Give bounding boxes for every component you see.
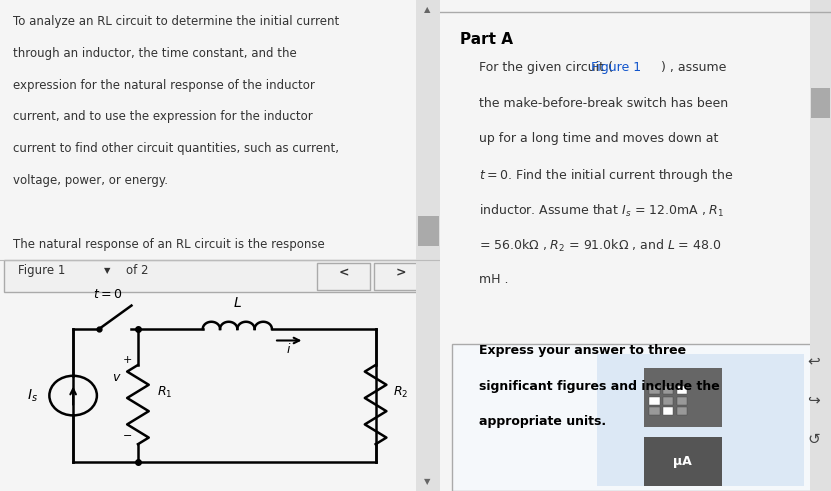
FancyBboxPatch shape — [4, 260, 431, 292]
Text: $t=0$: $t=0$ — [93, 288, 122, 301]
FancyBboxPatch shape — [649, 386, 660, 394]
FancyBboxPatch shape — [374, 263, 427, 290]
FancyBboxPatch shape — [317, 263, 370, 290]
Text: For the given circuit (: For the given circuit ( — [479, 61, 613, 74]
Text: through an inductor, the time constant, and the: through an inductor, the time constant, … — [13, 47, 297, 59]
FancyBboxPatch shape — [649, 397, 660, 405]
Text: Figure 1: Figure 1 — [17, 264, 65, 276]
Text: ↺: ↺ — [807, 432, 820, 447]
FancyBboxPatch shape — [809, 0, 831, 491]
FancyBboxPatch shape — [663, 386, 673, 394]
Text: significant figures and include the: significant figures and include the — [479, 380, 720, 392]
Text: the make-before-break switch has been: the make-before-break switch has been — [479, 97, 729, 109]
Text: $i$: $i$ — [287, 342, 292, 356]
Text: inductor. Assume that $I_s$ = 12.0mA , $R_1$: inductor. Assume that $I_s$ = 12.0mA , $… — [479, 203, 725, 219]
Text: $I_s$: $I_s$ — [27, 387, 37, 404]
FancyBboxPatch shape — [417, 216, 439, 246]
Text: appropriate units.: appropriate units. — [479, 415, 607, 428]
Text: mH .: mH . — [479, 273, 509, 286]
Text: $R_2$: $R_2$ — [393, 384, 408, 400]
FancyBboxPatch shape — [676, 386, 687, 394]
Text: $-$: $-$ — [122, 429, 132, 439]
Text: expression for the natural response of the inductor: expression for the natural response of t… — [13, 79, 315, 91]
Text: current to find other circuit quantities, such as current,: current to find other circuit quantities… — [13, 142, 339, 155]
Text: ↩: ↩ — [807, 354, 820, 368]
Text: of 2: of 2 — [125, 264, 148, 276]
FancyBboxPatch shape — [643, 368, 721, 427]
Text: ↪: ↪ — [807, 393, 820, 408]
FancyBboxPatch shape — [452, 344, 815, 491]
Text: Part A: Part A — [460, 32, 513, 47]
FancyBboxPatch shape — [663, 407, 673, 415]
FancyBboxPatch shape — [416, 0, 440, 491]
Text: >: > — [396, 266, 406, 279]
FancyBboxPatch shape — [643, 437, 721, 486]
Text: current, and to use the expression for the inductor: current, and to use the expression for t… — [13, 110, 313, 123]
FancyBboxPatch shape — [811, 88, 830, 118]
Text: Figure 1: Figure 1 — [591, 61, 641, 74]
Text: ▼: ▼ — [424, 477, 430, 486]
Text: $R_1$: $R_1$ — [157, 384, 173, 400]
Text: ▲: ▲ — [424, 5, 430, 14]
Text: The natural response of an RL circuit is the response: The natural response of an RL circuit is… — [13, 238, 325, 251]
FancyBboxPatch shape — [649, 407, 660, 415]
Text: voltage, power, or energy.: voltage, power, or energy. — [13, 174, 168, 187]
FancyBboxPatch shape — [663, 397, 673, 405]
Text: = 56.0k$\Omega$ , $R_2$ = 91.0k$\Omega$ , and $L$ = 48.0: = 56.0k$\Omega$ , $R_2$ = 91.0k$\Omega$ … — [479, 238, 722, 254]
Text: ▼: ▼ — [104, 266, 110, 274]
Text: μA: μA — [673, 455, 692, 468]
FancyBboxPatch shape — [597, 354, 804, 486]
Text: <: < — [338, 266, 349, 279]
Text: +: + — [122, 355, 132, 365]
Text: Express your answer to three: Express your answer to three — [479, 344, 686, 357]
Text: $L$: $L$ — [233, 297, 242, 310]
Text: $v$: $v$ — [111, 371, 121, 384]
Text: To analyze an RL circuit to determine the initial current: To analyze an RL circuit to determine th… — [13, 15, 339, 27]
FancyBboxPatch shape — [676, 407, 687, 415]
Text: ) , assume: ) , assume — [661, 61, 726, 74]
Text: up for a long time and moves down at: up for a long time and moves down at — [479, 132, 719, 145]
Text: $t = 0$. Find the initial current through the: $t = 0$. Find the initial current throug… — [479, 167, 734, 185]
FancyBboxPatch shape — [676, 397, 687, 405]
